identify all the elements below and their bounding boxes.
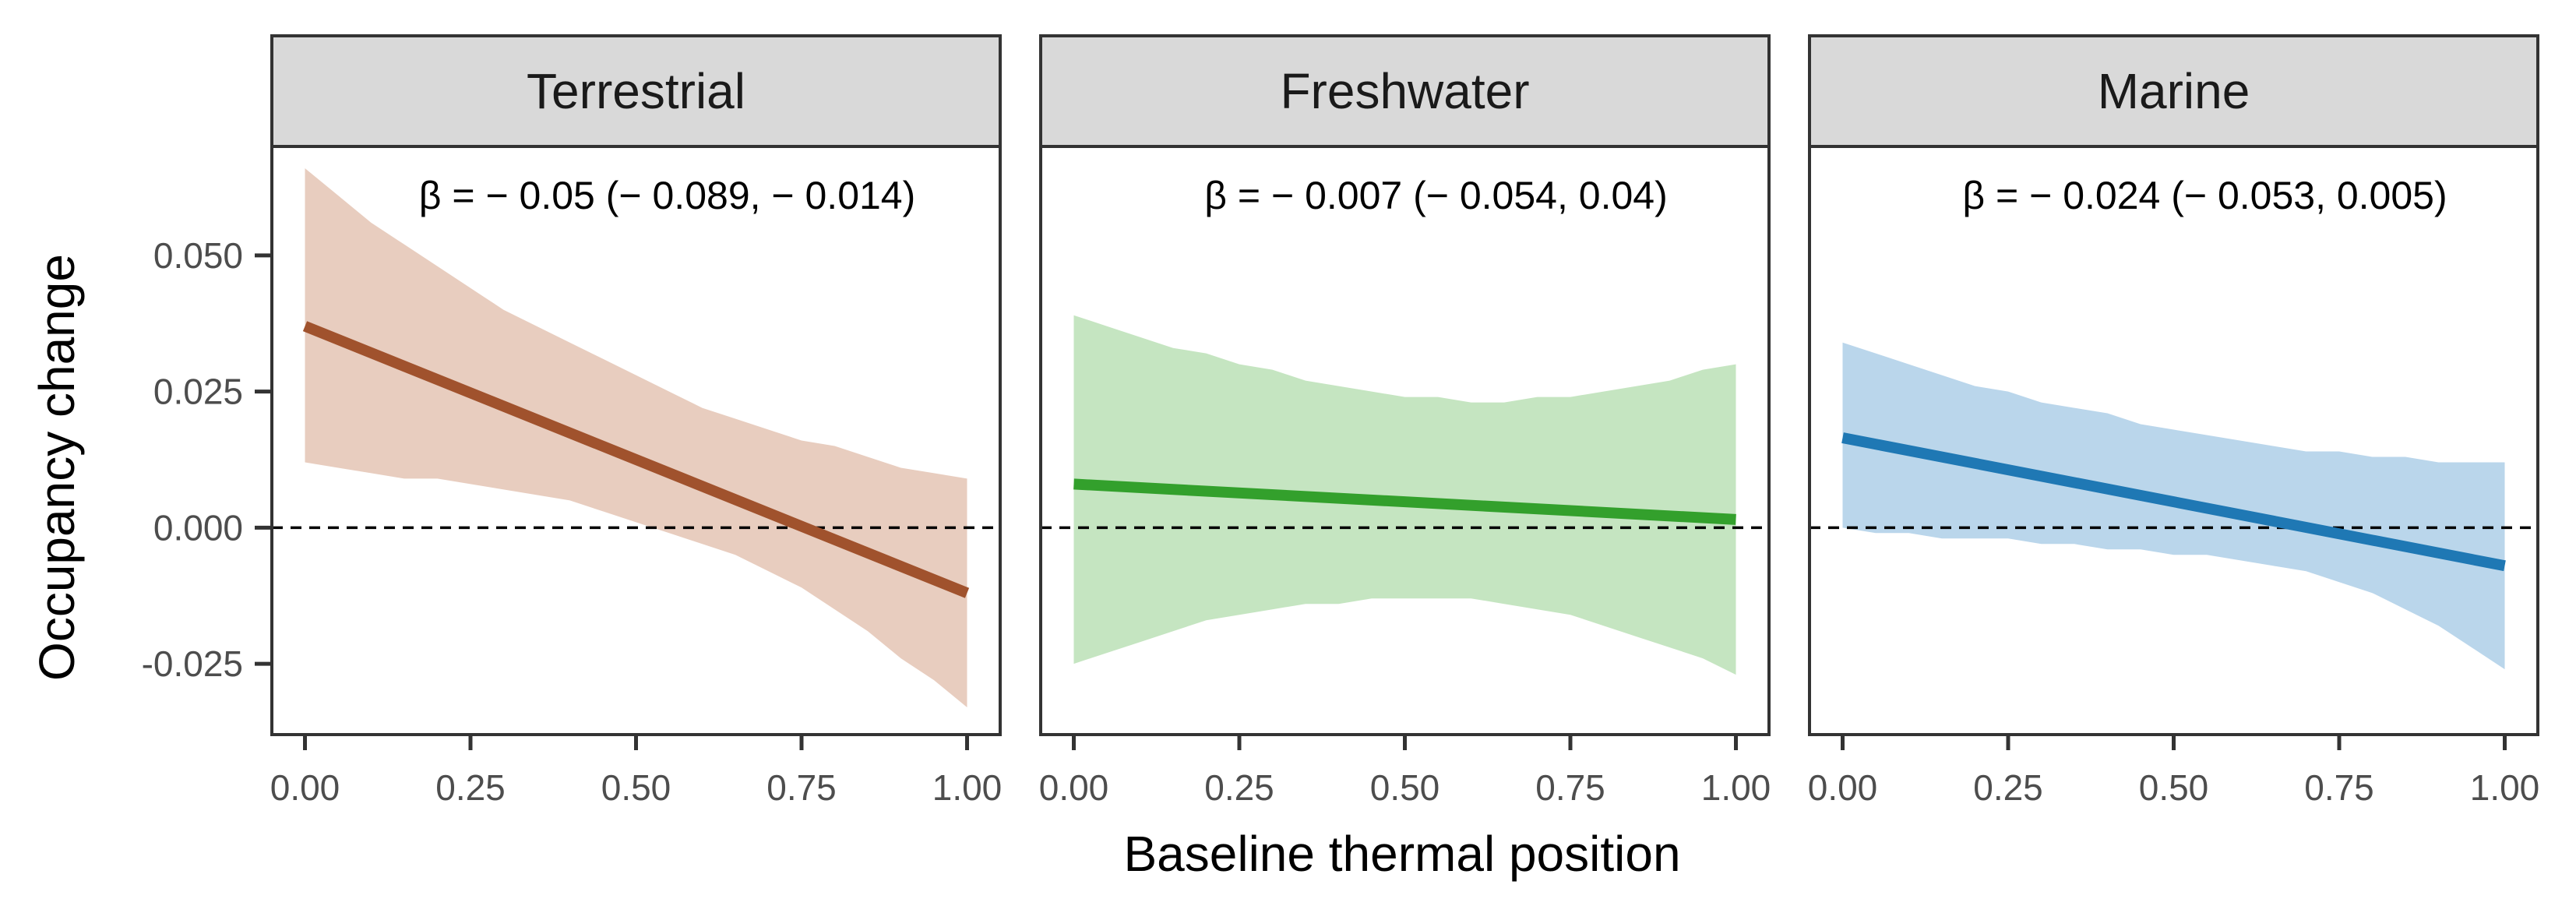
beta-annotation: β = − 0.007 (− 0.054, 0.04) (1204, 174, 1667, 217)
x-tick-label: 0.75 (766, 767, 837, 808)
strip-freshwater (1039, 34, 1771, 148)
x-tick-label: 0.00 (270, 767, 340, 808)
x-tick-label: 0.50 (2139, 767, 2209, 808)
x-tick-label: 0.75 (1535, 767, 1605, 808)
x-tick-label: 0.50 (1370, 767, 1440, 808)
strip-label: Marine (2098, 63, 2250, 119)
x-tick-label: 1.00 (1701, 767, 1771, 808)
confidence-band (1073, 315, 1736, 675)
fitted-line (302, 321, 970, 598)
y-tick-label: 0.025 (153, 372, 243, 412)
y-tick-label: -0.025 (142, 643, 243, 684)
panel-marine: Marine β = − 0.024 (− 0.053, 0.005) 0.00 0.… (1808, 34, 2540, 808)
confidence-band (305, 168, 967, 707)
x-tick-label: 1.00 (2470, 767, 2540, 808)
x-tick-label: 0.00 (1039, 767, 1109, 808)
fitted-line (1841, 432, 2506, 572)
beta-annotation: β = − 0.05 (− 0.089, − 0.014) (419, 174, 916, 217)
strip-label: Terrestrial (527, 63, 745, 119)
y-tick-label: 0.000 (153, 507, 243, 548)
panel-terrestrial: Terrestrial β = − 0.05 (− 0.089, − 0.014)… (270, 34, 1003, 808)
x-tick-label: 0.50 (601, 767, 671, 808)
x-tick-label: 0.25 (1204, 767, 1274, 808)
strip-label: Freshwater (1280, 63, 1529, 119)
strip-terrestrial (270, 34, 1002, 148)
x-tick-label: 1.00 (932, 767, 1003, 808)
x-tick-label: 0.25 (1973, 767, 2043, 808)
x-tick-label: 0.25 (435, 767, 506, 808)
x-tick-label: 0.75 (2304, 767, 2374, 808)
panel-freshwater: Freshwater β = − 0.007 (− 0.054, 0.04) 0.0… (1039, 34, 1771, 808)
y-tick-label: 0.050 (153, 235, 243, 276)
y-axis-title: Occupancy change (29, 254, 85, 681)
x-axis-title: Baseline thermal position (1123, 826, 1680, 882)
y-axis: -0.025 0.000 0.025 0.050 (142, 235, 272, 684)
beta-annotation: β = − 0.024 (− 0.053, 0.005) (1962, 174, 2447, 217)
fitted-line (1073, 478, 1736, 525)
panels: Terrestrial β = − 0.05 (− 0.089, − 0.014)… (270, 34, 2540, 808)
strip-marine (1808, 34, 2539, 148)
x-tick-label: 0.00 (1808, 767, 1878, 808)
